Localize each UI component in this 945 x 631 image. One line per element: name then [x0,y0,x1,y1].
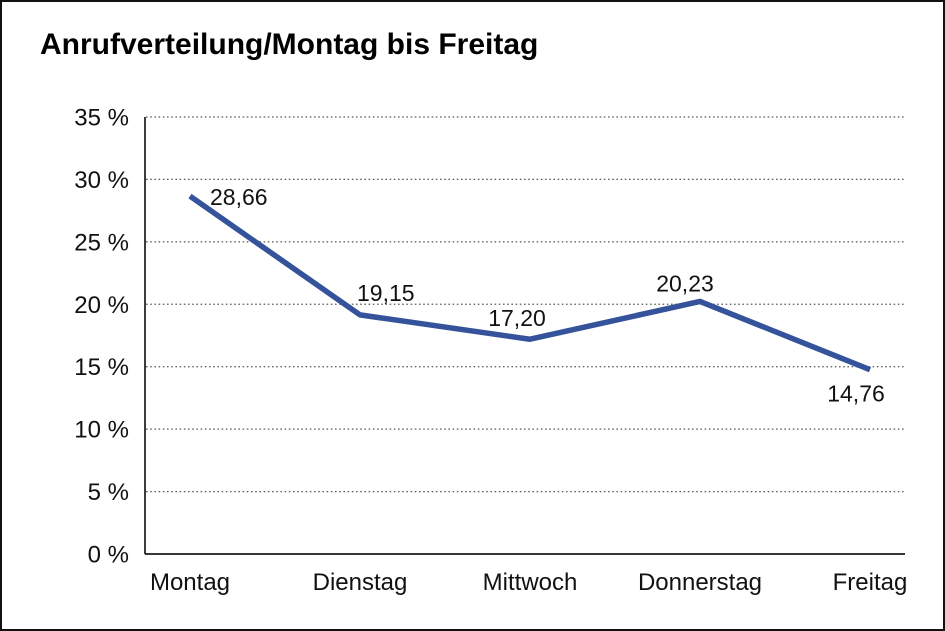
x-axis-tick-label: Dienstag [313,569,408,596]
y-axis-tick-label: 20 % [74,292,129,319]
data-point-label: 28,66 [210,184,268,210]
y-axis-tick-label: 5 % [88,479,129,506]
x-axis-tick-label: Montag [150,569,230,596]
y-axis-tick-label: 25 % [74,229,129,256]
series-line-group [188,193,872,373]
data-point-label: 20,23 [656,270,714,296]
chart-title: Anrufverteilung/Montag bis Freitag [40,28,539,61]
y-axis-labels: 0 % 5 % 10 % 15 % 20 % 25 % 30 % 35 % [74,105,129,569]
y-axis-tick-label: 30 % [74,167,129,194]
data-point-label: 14,76 [827,381,885,407]
x-axis-tick-label: Donnerstag [638,569,762,596]
data-point-labels: 28,66 19,15 17,20 20,23 14,76 [210,184,885,407]
x-axis-tick-label: Mittwoch [483,569,578,596]
data-point-label: 19,15 [357,280,415,306]
x-axis-tick-label: Freitag [833,569,908,596]
data-point-label: 17,20 [488,305,546,331]
x-axis-labels: Montag Dienstag Mittwoch Donnerstag Freitag [150,569,907,596]
y-axis-tick-label: 15 % [74,354,129,381]
y-axis-tick-label: 35 % [74,105,129,132]
y-axis-tick-label: 0 % [88,542,129,569]
series-line [188,193,872,373]
y-axis-tick-label: 10 % [74,417,129,444]
axes [144,117,905,555]
gridlines [146,116,905,493]
